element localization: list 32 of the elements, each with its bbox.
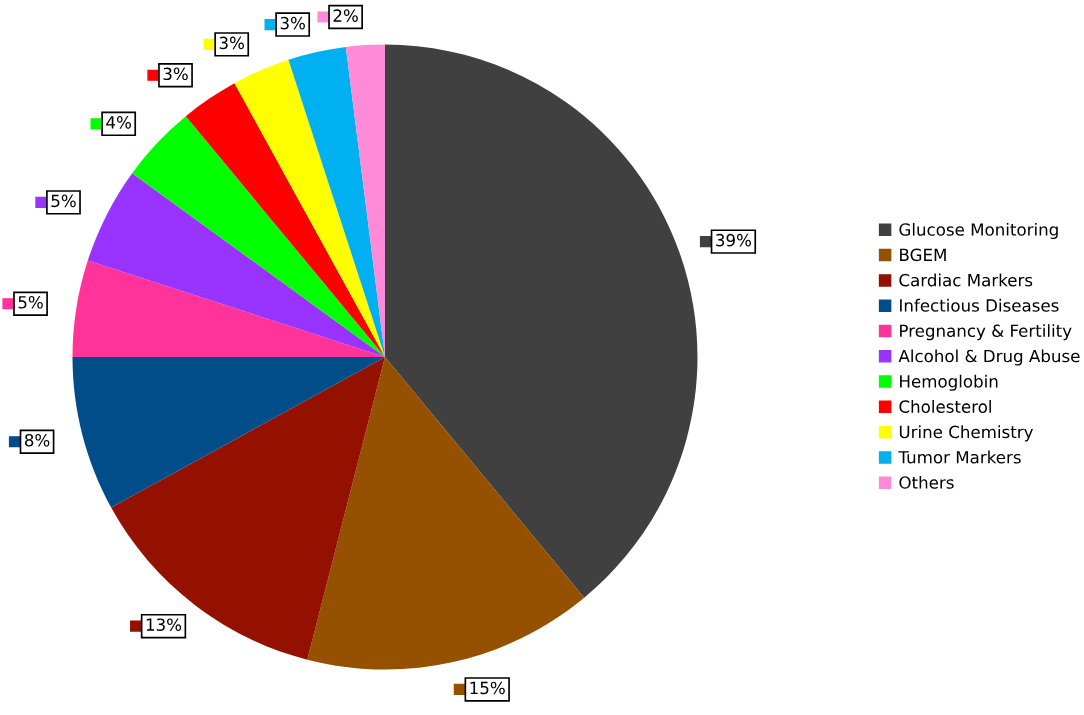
pie-slice bbox=[385, 44, 698, 598]
pie-slice bbox=[234, 59, 385, 357]
data-label: 15% bbox=[470, 681, 505, 695]
pie-slice bbox=[307, 357, 585, 670]
legend-label: Cardiac Markers bbox=[899, 273, 1033, 287]
pie-slice bbox=[72, 357, 385, 508]
legend-label: Hemoglobin bbox=[900, 374, 998, 391]
data-label: 4% bbox=[106, 116, 131, 129]
data-label: 8% bbox=[24, 433, 50, 447]
data-label: 39% bbox=[716, 233, 751, 247]
legend-label: Tumor Markers bbox=[898, 450, 1021, 464]
data-label: 3% bbox=[280, 16, 305, 30]
legend-label: Others bbox=[899, 475, 954, 489]
legend-label: Glucose Monitoring bbox=[899, 222, 1058, 240]
legend-label: BGEM bbox=[900, 248, 946, 262]
pie-slice bbox=[288, 46, 385, 357]
pie-slice bbox=[185, 83, 385, 357]
data-label: 3% bbox=[219, 36, 244, 50]
pie-slice bbox=[87, 173, 385, 357]
data-label: 5% bbox=[18, 295, 43, 309]
data-label: 13% bbox=[146, 618, 182, 631]
legend-label: Pregnancy & Fertility bbox=[900, 324, 1072, 341]
legend-label: Urine Chemistry bbox=[899, 425, 1033, 442]
legend-label: Cholesterol bbox=[899, 400, 991, 413]
data-label: 5% bbox=[51, 194, 76, 208]
data-label: 3% bbox=[163, 67, 188, 81]
legend-label: Infectious Diseases bbox=[900, 298, 1059, 312]
pie-slice bbox=[111, 357, 385, 660]
pie-slice bbox=[72, 260, 385, 357]
pie-slice bbox=[132, 116, 385, 357]
legend-label: Alcohol & Drug Abuse bbox=[898, 349, 1080, 366]
data-label: 2% bbox=[333, 9, 358, 22]
